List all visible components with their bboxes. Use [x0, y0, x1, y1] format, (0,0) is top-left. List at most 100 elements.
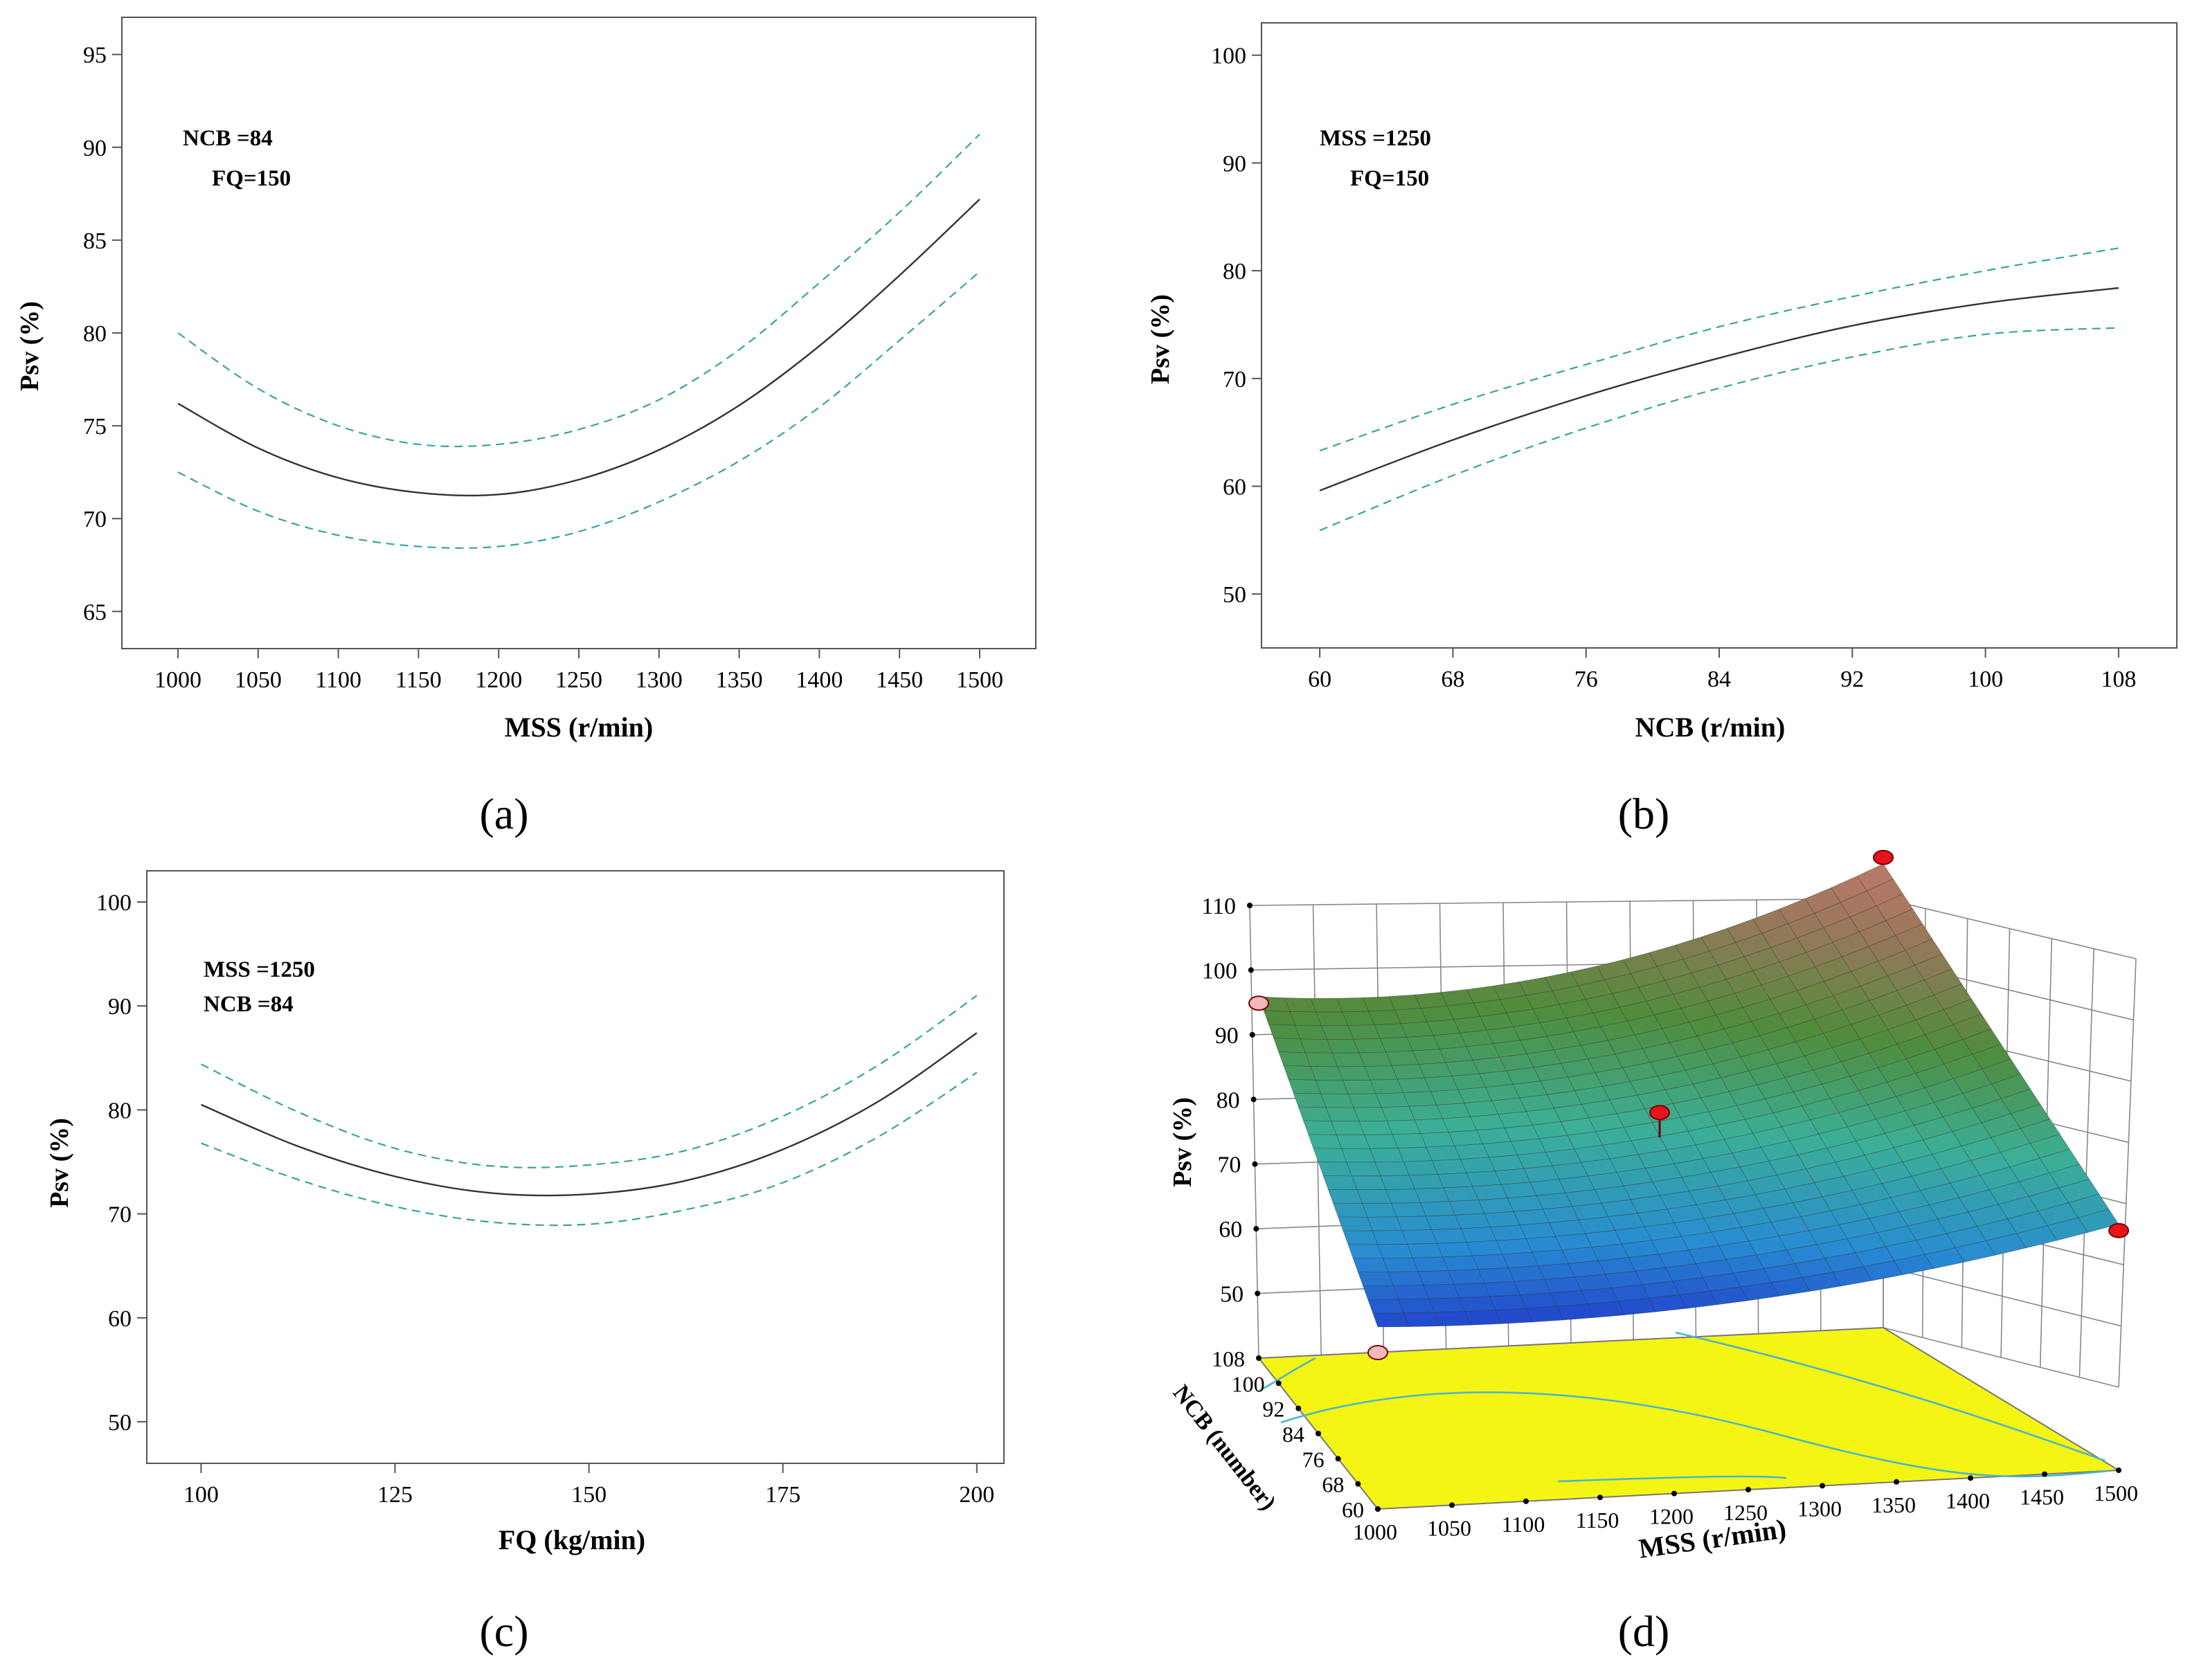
surface-facet	[1525, 1306, 1563, 1323]
z-tick-label: 80	[1217, 1087, 1240, 1113]
tick-group-a: 1000 1050 1100 1150 1200 1250 1300 1350 1400 1450…	[83, 43, 1003, 693]
z-tick-label: 60	[1219, 1217, 1242, 1243]
surface-facet	[1544, 1276, 1582, 1294]
surface-facet	[1346, 1162, 1381, 1177]
floor-contour-line	[1675, 1331, 2106, 1462]
x-tick-label-a: 1000	[154, 667, 201, 693]
x-tick-mark-d	[1894, 1479, 1899, 1485]
panel-d: 50 60 70 80 90 100 110 1000 1050 1100 1150 1200 1250…	[1168, 849, 2138, 1656]
x-tick-label-a: 1350	[716, 667, 763, 693]
surface-facet	[1325, 1107, 1360, 1122]
x-tick-label-d: 1000	[1353, 1519, 1397, 1544]
panel-label-a: (a)	[479, 789, 528, 838]
y-tick-label-d: 100	[1232, 1371, 1265, 1396]
surface-facet	[1313, 1148, 1347, 1163]
surface-facet	[1425, 1215, 1462, 1230]
x-tick-label-b: 84	[1707, 667, 1731, 692]
y-tick-label-b: 60	[1223, 474, 1246, 500]
surface-facet	[1362, 1202, 1397, 1218]
x-tick-label-d: 1450	[2020, 1485, 2064, 1510]
surface-facet	[1382, 1257, 1419, 1272]
surface-facet	[1448, 1269, 1484, 1285]
x-tick-label-a: 1400	[796, 667, 843, 693]
surface-facet	[1303, 1120, 1337, 1135]
surface-facet	[1396, 1216, 1432, 1231]
surface-facet	[1367, 1216, 1403, 1231]
surface-facet	[1401, 1229, 1437, 1245]
surface-facet	[1288, 1078, 1322, 1094]
panel-label-c: (c)	[479, 1607, 528, 1656]
surface-facet	[1356, 1189, 1392, 1204]
z-axis-label-d: Psv (%)	[1168, 1097, 1197, 1187]
surface-facet	[1357, 1272, 1394, 1286]
panel-label-d: (d)	[1618, 1607, 1670, 1656]
annotation-fq-b: FQ=150	[1350, 166, 1429, 191]
y-axis-label-b: Psv (%)	[1146, 294, 1175, 384]
surface-facet	[1556, 1303, 1595, 1321]
panel-label-b: (b)	[1618, 789, 1670, 838]
y-tick-mark-d	[1316, 1431, 1321, 1436]
surface-facet	[1353, 1107, 1388, 1122]
x-tick-label-c: 200	[959, 1482, 994, 1508]
ci-upper-line-c	[200, 995, 978, 1168]
surface-facet	[1320, 1093, 1354, 1108]
surface-facet	[1514, 1279, 1552, 1295]
z-tick-label: 90	[1215, 1023, 1239, 1049]
surface-facet	[1343, 1230, 1379, 1245]
x-tick-label-a: 1450	[876, 667, 923, 693]
x-tick-label-a: 1250	[555, 667, 602, 693]
z-tick-label: 70	[1217, 1153, 1241, 1178]
plot-frame-c	[146, 870, 1005, 1464]
x-tick-label-c: 150	[571, 1482, 607, 1508]
surface-facet	[1333, 1202, 1368, 1218]
surface-facet	[1496, 1238, 1533, 1255]
x-tick-label-b: 92	[1840, 667, 1864, 692]
y-tick-label-b: 50	[1223, 582, 1246, 608]
x-tick-label-c: 100	[183, 1482, 219, 1508]
x-tick-label-b: 100	[1968, 667, 2003, 692]
panel-c: 100 125 150 175 200 50 60 70 80 90 100 MSS =1250 N…	[45, 870, 1005, 1656]
design-point	[1248, 995, 1269, 1011]
surface-facet	[1507, 1265, 1545, 1282]
surface-facet	[1388, 1271, 1424, 1286]
y-axis-label-a: Psv (%)	[15, 301, 44, 391]
y-tick-label-b: 100	[1211, 44, 1246, 69]
floor-contour-line	[1280, 1391, 2109, 1478]
z-tick-mark	[1253, 1226, 1259, 1232]
surface-facet	[1417, 1270, 1455, 1285]
x-tick-label-d: 1350	[1872, 1492, 1916, 1517]
ci-lower-line-a	[177, 271, 980, 549]
x-tick-label-b: 108	[2101, 667, 2136, 692]
y-tick-label-a: 90	[83, 136, 107, 161]
y-axis-label-c: Psv (%)	[45, 1118, 74, 1208]
x-tick-mark-d	[1820, 1483, 1825, 1489]
x-tick-mark-d	[1745, 1487, 1751, 1492]
surface-facet	[1372, 1312, 1410, 1328]
y-tick-label-b: 90	[1223, 151, 1246, 177]
surface-facet	[1331, 1121, 1365, 1135]
surface-facet	[1338, 1216, 1373, 1231]
predicted-line-b	[1319, 287, 2119, 491]
x-tick-mark-d	[1523, 1498, 1529, 1504]
ci-lower-line-c	[201, 1072, 978, 1227]
surface-facet	[1412, 1256, 1449, 1272]
surface-facet	[1385, 1189, 1421, 1204]
y-tick-label-b: 80	[1223, 259, 1246, 284]
back-wall-gridline-v	[1249, 905, 1259, 1359]
plot-frame-b	[1261, 22, 2178, 649]
surface-facet	[1377, 1244, 1413, 1258]
back-wall-gridline-h	[1249, 898, 1884, 906]
surface-facet	[1423, 1283, 1460, 1299]
ci-lower-line-b	[1319, 327, 2119, 532]
surface-facet	[1453, 1283, 1491, 1299]
surface-facet	[1293, 1092, 1327, 1108]
z-tick-mark	[1252, 1161, 1258, 1167]
z-tick-mark	[1250, 1096, 1257, 1103]
design-points-d	[1248, 849, 2129, 1360]
x-tick-mark-d	[2116, 1467, 2121, 1473]
x-tick-label-a: 1050	[235, 667, 282, 693]
surface-facet	[1431, 1228, 1467, 1244]
surface-facet	[1392, 1133, 1427, 1148]
surface-facet	[1495, 1308, 1533, 1324]
